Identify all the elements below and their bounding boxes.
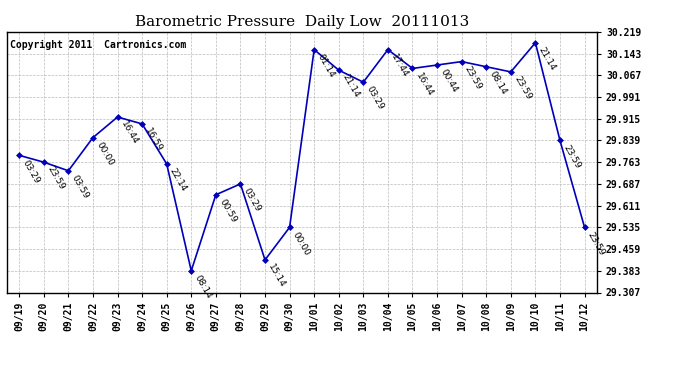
- Text: 03:29: 03:29: [241, 187, 262, 213]
- Text: 08:14: 08:14: [193, 273, 213, 300]
- Text: 16:44: 16:44: [119, 120, 139, 147]
- Text: 23:59: 23:59: [512, 75, 533, 102]
- Text: 22:14: 22:14: [168, 166, 188, 193]
- Text: 23:59: 23:59: [45, 165, 66, 192]
- Text: 00:00: 00:00: [291, 230, 312, 257]
- Text: 03:29: 03:29: [21, 158, 41, 185]
- Text: 03:59: 03:59: [70, 174, 90, 201]
- Text: 16:44: 16:44: [414, 71, 435, 98]
- Text: 08:14: 08:14: [488, 69, 509, 96]
- Text: 17:44: 17:44: [389, 53, 410, 79]
- Text: 00:59: 00:59: [217, 198, 238, 225]
- Text: 23:59: 23:59: [562, 143, 582, 170]
- Text: 01:14: 01:14: [315, 53, 336, 79]
- Text: 00:44: 00:44: [438, 68, 459, 94]
- Text: 23:59: 23:59: [586, 230, 607, 257]
- Text: 15:14: 15:14: [266, 263, 287, 290]
- Text: 23:59: 23:59: [463, 64, 484, 91]
- Text: 00:00: 00:00: [95, 140, 115, 167]
- Text: Copyright 2011  Cartronics.com: Copyright 2011 Cartronics.com: [10, 40, 186, 50]
- Text: 21:14: 21:14: [340, 73, 361, 100]
- Text: 21:14: 21:14: [537, 45, 558, 72]
- Text: 03:29: 03:29: [365, 85, 386, 112]
- Text: 16:59: 16:59: [144, 127, 164, 154]
- Title: Barometric Pressure  Daily Low  20111013: Barometric Pressure Daily Low 20111013: [135, 15, 469, 29]
